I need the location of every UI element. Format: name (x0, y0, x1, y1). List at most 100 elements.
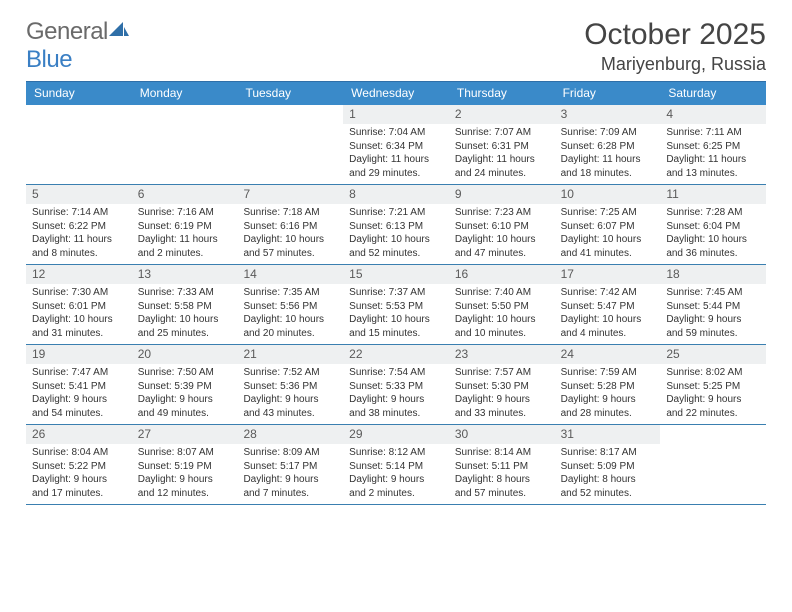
day-cell: 16Sunrise: 7:40 AMSunset: 5:50 PMDayligh… (449, 265, 555, 344)
day-info: Sunrise: 7:16 AMSunset: 6:19 PMDaylight:… (132, 204, 238, 264)
day-of-week-header: Thursday (449, 82, 555, 105)
day-number (660, 425, 766, 443)
day-info: Sunrise: 7:28 AMSunset: 6:04 PMDaylight:… (660, 204, 766, 264)
sunrise-text: Sunrise: 8:17 AM (561, 446, 655, 460)
daylight-text: Daylight: 11 hours and 29 minutes. (349, 153, 443, 180)
day-info: Sunrise: 7:52 AMSunset: 5:36 PMDaylight:… (237, 364, 343, 424)
daylight-text: Daylight: 9 hours and 2 minutes. (349, 473, 443, 500)
day-of-week-header: Wednesday (343, 82, 449, 105)
daylight-text: Daylight: 9 hours and 17 minutes. (32, 473, 126, 500)
day-number: 9 (449, 185, 555, 204)
daylight-text: Daylight: 10 hours and 36 minutes. (666, 233, 760, 260)
day-cell: 22Sunrise: 7:54 AMSunset: 5:33 PMDayligh… (343, 345, 449, 424)
daylight-text: Daylight: 9 hours and 43 minutes. (243, 393, 337, 420)
day-number: 5 (26, 185, 132, 204)
day-number: 18 (660, 265, 766, 284)
day-cell: 6Sunrise: 7:16 AMSunset: 6:19 PMDaylight… (132, 185, 238, 264)
daylight-text: Daylight: 9 hours and 33 minutes. (455, 393, 549, 420)
day-info: Sunrise: 8:07 AMSunset: 5:19 PMDaylight:… (132, 444, 238, 504)
day-info: Sunrise: 7:23 AMSunset: 6:10 PMDaylight:… (449, 204, 555, 264)
day-info: Sunrise: 7:11 AMSunset: 6:25 PMDaylight:… (660, 124, 766, 184)
day-cell: 9Sunrise: 7:23 AMSunset: 6:10 PMDaylight… (449, 185, 555, 264)
day-number (237, 105, 343, 123)
sunset-text: Sunset: 6:16 PM (243, 220, 337, 234)
sunset-text: Sunset: 5:41 PM (32, 380, 126, 394)
daylight-text: Daylight: 10 hours and 47 minutes. (455, 233, 549, 260)
day-cell: 13Sunrise: 7:33 AMSunset: 5:58 PMDayligh… (132, 265, 238, 344)
daylight-text: Daylight: 8 hours and 57 minutes. (455, 473, 549, 500)
day-info: Sunrise: 7:59 AMSunset: 5:28 PMDaylight:… (555, 364, 661, 424)
day-cell: 14Sunrise: 7:35 AMSunset: 5:56 PMDayligh… (237, 265, 343, 344)
day-number: 8 (343, 185, 449, 204)
sunrise-text: Sunrise: 7:47 AM (32, 366, 126, 380)
sunset-text: Sunset: 5:33 PM (349, 380, 443, 394)
day-cell: 4Sunrise: 7:11 AMSunset: 6:25 PMDaylight… (660, 105, 766, 184)
logo: General Blue (26, 18, 130, 74)
day-info: Sunrise: 8:02 AMSunset: 5:25 PMDaylight:… (660, 364, 766, 424)
sunset-text: Sunset: 5:19 PM (138, 460, 232, 474)
day-cell: 17Sunrise: 7:42 AMSunset: 5:47 PMDayligh… (555, 265, 661, 344)
sunrise-text: Sunrise: 7:04 AM (349, 126, 443, 140)
sunset-text: Sunset: 5:28 PM (561, 380, 655, 394)
day-number: 16 (449, 265, 555, 284)
day-number: 13 (132, 265, 238, 284)
day-cell: 21Sunrise: 7:52 AMSunset: 5:36 PMDayligh… (237, 345, 343, 424)
daylight-text: Daylight: 10 hours and 57 minutes. (243, 233, 337, 260)
day-info: Sunrise: 7:30 AMSunset: 6:01 PMDaylight:… (26, 284, 132, 344)
sunset-text: Sunset: 6:07 PM (561, 220, 655, 234)
day-number: 24 (555, 345, 661, 364)
sunrise-text: Sunrise: 7:54 AM (349, 366, 443, 380)
day-cell: 29Sunrise: 8:12 AMSunset: 5:14 PMDayligh… (343, 425, 449, 504)
sunrise-text: Sunrise: 7:07 AM (455, 126, 549, 140)
daylight-text: Daylight: 10 hours and 52 minutes. (349, 233, 443, 260)
day-number: 30 (449, 425, 555, 444)
daylight-text: Daylight: 11 hours and 2 minutes. (138, 233, 232, 260)
sunset-text: Sunset: 5:50 PM (455, 300, 549, 314)
day-number: 26 (26, 425, 132, 444)
day-info: Sunrise: 7:35 AMSunset: 5:56 PMDaylight:… (237, 284, 343, 344)
day-cell: 3Sunrise: 7:09 AMSunset: 6:28 PMDaylight… (555, 105, 661, 184)
day-info: Sunrise: 8:04 AMSunset: 5:22 PMDaylight:… (26, 444, 132, 504)
day-cell: 7Sunrise: 7:18 AMSunset: 6:16 PMDaylight… (237, 185, 343, 264)
day-cell: 5Sunrise: 7:14 AMSunset: 6:22 PMDaylight… (26, 185, 132, 264)
day-number: 6 (132, 185, 238, 204)
sunset-text: Sunset: 5:53 PM (349, 300, 443, 314)
daylight-text: Daylight: 9 hours and 54 minutes. (32, 393, 126, 420)
day-cell: 26Sunrise: 8:04 AMSunset: 5:22 PMDayligh… (26, 425, 132, 504)
sunrise-text: Sunrise: 7:16 AM (138, 206, 232, 220)
day-cell: 18Sunrise: 7:45 AMSunset: 5:44 PMDayligh… (660, 265, 766, 344)
sunset-text: Sunset: 5:09 PM (561, 460, 655, 474)
day-number: 15 (343, 265, 449, 284)
daylight-text: Daylight: 8 hours and 52 minutes. (561, 473, 655, 500)
day-number: 17 (555, 265, 661, 284)
day-number: 31 (555, 425, 661, 444)
sunrise-text: Sunrise: 8:02 AM (666, 366, 760, 380)
sunrise-text: Sunrise: 8:12 AM (349, 446, 443, 460)
day-cell: 30Sunrise: 8:14 AMSunset: 5:11 PMDayligh… (449, 425, 555, 504)
day-info: Sunrise: 7:50 AMSunset: 5:39 PMDaylight:… (132, 364, 238, 424)
day-of-week-header: Sunday (26, 82, 132, 105)
daylight-text: Daylight: 9 hours and 12 minutes. (138, 473, 232, 500)
sunrise-text: Sunrise: 7:14 AM (32, 206, 126, 220)
calendar: SundayMondayTuesdayWednesdayThursdayFrid… (26, 81, 766, 505)
day-cell: 10Sunrise: 7:25 AMSunset: 6:07 PMDayligh… (555, 185, 661, 264)
day-info: Sunrise: 7:57 AMSunset: 5:30 PMDaylight:… (449, 364, 555, 424)
daylight-text: Daylight: 10 hours and 20 minutes. (243, 313, 337, 340)
week-row: 19Sunrise: 7:47 AMSunset: 5:41 PMDayligh… (26, 345, 766, 425)
sunrise-text: Sunrise: 7:33 AM (138, 286, 232, 300)
day-of-week-header: Monday (132, 82, 238, 105)
sunrise-text: Sunrise: 7:11 AM (666, 126, 760, 140)
sunrise-text: Sunrise: 8:09 AM (243, 446, 337, 460)
day-number: 10 (555, 185, 661, 204)
day-info: Sunrise: 7:21 AMSunset: 6:13 PMDaylight:… (343, 204, 449, 264)
sunset-text: Sunset: 5:25 PM (666, 380, 760, 394)
daylight-text: Daylight: 11 hours and 13 minutes. (666, 153, 760, 180)
day-number: 1 (343, 105, 449, 124)
day-number: 11 (660, 185, 766, 204)
day-cell: 28Sunrise: 8:09 AMSunset: 5:17 PMDayligh… (237, 425, 343, 504)
sunset-text: Sunset: 6:01 PM (32, 300, 126, 314)
day-cell: 31 Sunrise: 8:17 AMSunset: 5:09 PMDayligh… (555, 425, 661, 504)
day-of-week-header-row: SundayMondayTuesdayWednesdayThursdayFrid… (26, 82, 766, 105)
sunrise-text: Sunrise: 7:59 AM (561, 366, 655, 380)
day-number: 4 (660, 105, 766, 124)
